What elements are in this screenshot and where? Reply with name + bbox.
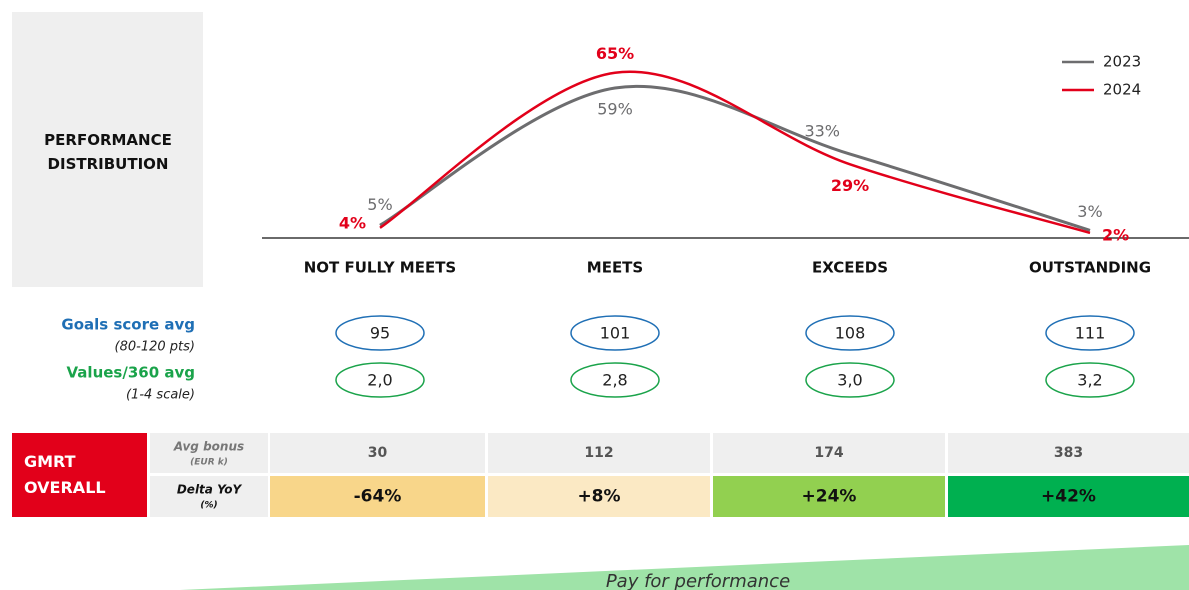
data-label: 33% (804, 122, 840, 141)
row-label: Avg bonus (173, 440, 244, 454)
cell-value: -64% (354, 487, 402, 507)
score-value: 2,0 (367, 371, 392, 390)
row-label: Delta YoY (177, 483, 243, 497)
cell-value: +8% (577, 487, 620, 507)
row-unit: (%) (200, 501, 217, 511)
cell-value: 383 (1054, 445, 1083, 461)
table-cell (270, 433, 485, 473)
score-ellipse (1045, 315, 1135, 351)
table-cell (488, 476, 710, 517)
score-value: 2,8 (602, 371, 627, 390)
x-tick-label: EXCEEDS (812, 259, 888, 277)
score-value: 3,2 (1077, 371, 1102, 390)
table-cell (270, 476, 485, 517)
cell-value: 174 (814, 445, 843, 461)
score-ellipse (570, 315, 660, 351)
table-cell (948, 476, 1189, 517)
score-value: 95 (370, 324, 390, 343)
cell-value: +42% (1041, 487, 1096, 507)
score-value: 111 (1075, 324, 1106, 343)
score-ellipse (335, 315, 425, 351)
x-tick-label: NOT FULLY MEETS (304, 259, 457, 277)
score-ellipse (805, 362, 895, 398)
wedge (180, 545, 1189, 590)
cell-value: 30 (368, 445, 388, 461)
title-box (12, 12, 203, 287)
row-unit: (EUR k) (190, 458, 228, 468)
legend-label: 2023 (1103, 53, 1141, 71)
score-label: Goals score avg (61, 316, 195, 334)
score-value: 108 (835, 324, 866, 343)
score-label: Values/360 avg (67, 364, 195, 382)
score-ellipse (570, 362, 660, 398)
x-tick-label: MEETS (587, 259, 643, 277)
score-ellipse (335, 362, 425, 398)
data-label: 4% (339, 213, 366, 232)
data-label: 29% (831, 176, 869, 195)
table-cell (713, 476, 945, 517)
data-label: 3% (1077, 202, 1102, 221)
table-cell (713, 433, 945, 473)
series-line (379, 84, 1091, 232)
x-tick-label: OUTSTANDING (1029, 259, 1151, 277)
score-value: 3,0 (837, 371, 862, 390)
legend-label: 2024 (1103, 81, 1141, 99)
score-note: (1-4 scale) (126, 388, 195, 403)
score-ellipse (805, 315, 895, 351)
cell-value: 112 (584, 445, 613, 461)
table-title-box (12, 433, 147, 517)
cell-value: +24% (802, 487, 857, 507)
series-line (379, 70, 1091, 235)
row-label-cell (150, 433, 268, 473)
table-title: GMRT OVERALL (24, 452, 106, 497)
data-label: 65% (596, 44, 634, 63)
chart-title: PERFORMANCE DISTRIBUTION (44, 131, 172, 173)
score-note: (80-120 pts) (115, 340, 195, 355)
score-value: 101 (600, 324, 631, 343)
table-cell (488, 433, 710, 473)
row-label-cell (150, 476, 268, 517)
table-cell (948, 433, 1189, 473)
data-label: 2% (1102, 225, 1129, 244)
data-label: 59% (597, 99, 633, 118)
score-ellipse (1045, 362, 1135, 398)
footer: Pay for performance (606, 571, 790, 590)
data-label: 5% (367, 195, 392, 214)
